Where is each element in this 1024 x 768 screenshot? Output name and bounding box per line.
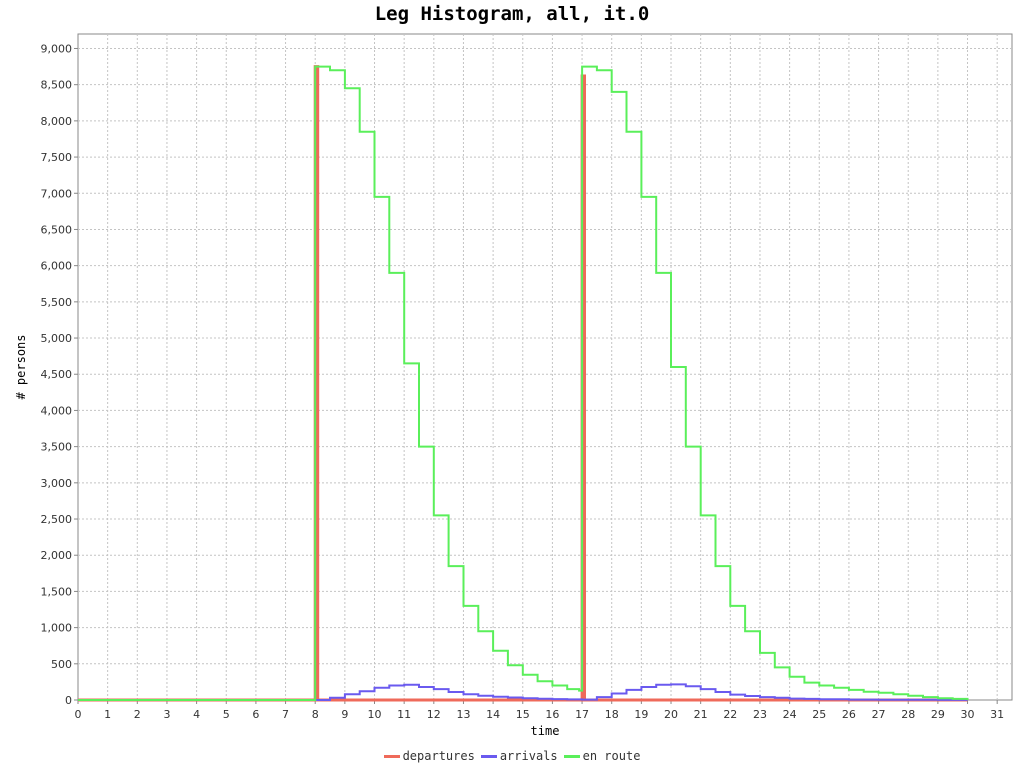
legend-swatch [480,754,497,758]
series-line-arrivals [78,683,969,701]
y-tick-label: 5,000 [41,332,73,345]
x-tick-label: 2 [134,708,141,721]
x-tick-label: 19 [634,708,648,721]
x-tick-label: 24 [783,708,797,721]
x-tick-label: 15 [516,708,530,721]
legend-label: arrivals [499,749,558,763]
y-axis-label: # persons [14,334,28,399]
x-tick-label: 28 [901,708,915,721]
y-tick-label: 6,500 [41,223,73,236]
y-tick-label: 2,000 [41,549,73,562]
y-tick-label: 1,000 [41,622,73,635]
x-tick-label: 3 [163,708,170,721]
y-tick-label: 4,500 [41,368,73,381]
y-tick-label: 1,500 [41,585,73,598]
x-tick-label: 23 [753,708,767,721]
x-tick-label: 31 [990,708,1004,721]
series-line-en-route [78,65,969,701]
x-tick-label: 1 [104,708,111,721]
y-tick-label: 7,000 [41,187,73,200]
y-tick-label: 2,500 [41,513,73,526]
x-tick-label: 8 [312,708,319,721]
x-tick-label: 14 [486,708,500,721]
x-tick-label: 0 [75,708,82,721]
x-tick-label: 29 [931,708,945,721]
x-tick-label: 10 [368,708,382,721]
y-tick-label: 9,000 [41,42,73,55]
y-tick-label: 6,000 [41,260,73,273]
x-tick-label: 30 [961,708,975,721]
y-tick-label: 8,500 [41,79,73,92]
series-lines [78,65,969,702]
plot-area [77,33,1013,701]
x-tick-label: 5 [223,708,230,721]
x-tick-label: 16 [545,708,559,721]
legend-item: en route [563,749,641,763]
legend-swatch [563,754,580,758]
x-tick-label: 25 [812,708,826,721]
x-tick-label: 20 [664,708,678,721]
legend-label: departures [402,749,475,763]
y-tick-label: 3,500 [41,441,73,454]
x-tick-label: 12 [427,708,441,721]
y-tick-label: 7,500 [41,151,73,164]
x-tick-label: 11 [397,708,411,721]
x-tick-label: 26 [842,708,856,721]
x-tick-label: 6 [252,708,259,721]
legend: departures arrivals en route [0,746,1024,766]
x-tick-label: 18 [605,708,619,721]
legend-item: departures [383,749,475,763]
y-tick-label: 3,000 [41,477,73,490]
legend-label: en route [582,749,641,763]
x-tick-label: 13 [456,708,470,721]
grid-lines [77,33,1013,701]
x-tick-label: 9 [341,708,348,721]
x-tick-label: 27 [872,708,886,721]
y-tick-label: 500 [51,658,72,671]
y-tick-label: 4,000 [41,404,73,417]
x-tick-label: 22 [723,708,737,721]
y-tick-label: 0 [65,694,72,707]
legend-swatch [383,754,400,758]
x-tick-label: 17 [575,708,589,721]
y-tick-label: 8,000 [41,115,73,128]
x-tick-label: 21 [694,708,708,721]
chart-title: Leg Histogram, all, it.0 [374,3,650,25]
y-tick-label: 5,500 [41,296,73,309]
axes: 0 500 1,000 1,500 2,000 2,500 3,000 3,500 4,000 4… [41,42,1005,721]
x-tick-label: 7 [282,708,289,721]
leg-histogram-chart: 0 500 1,000 1,500 2,000 2,500 3,000 3,500 4,000 4… [14,33,1013,738]
x-axis-label: time [531,724,560,738]
legend-item: arrivals [480,749,558,763]
x-tick-label: 4 [193,708,200,721]
